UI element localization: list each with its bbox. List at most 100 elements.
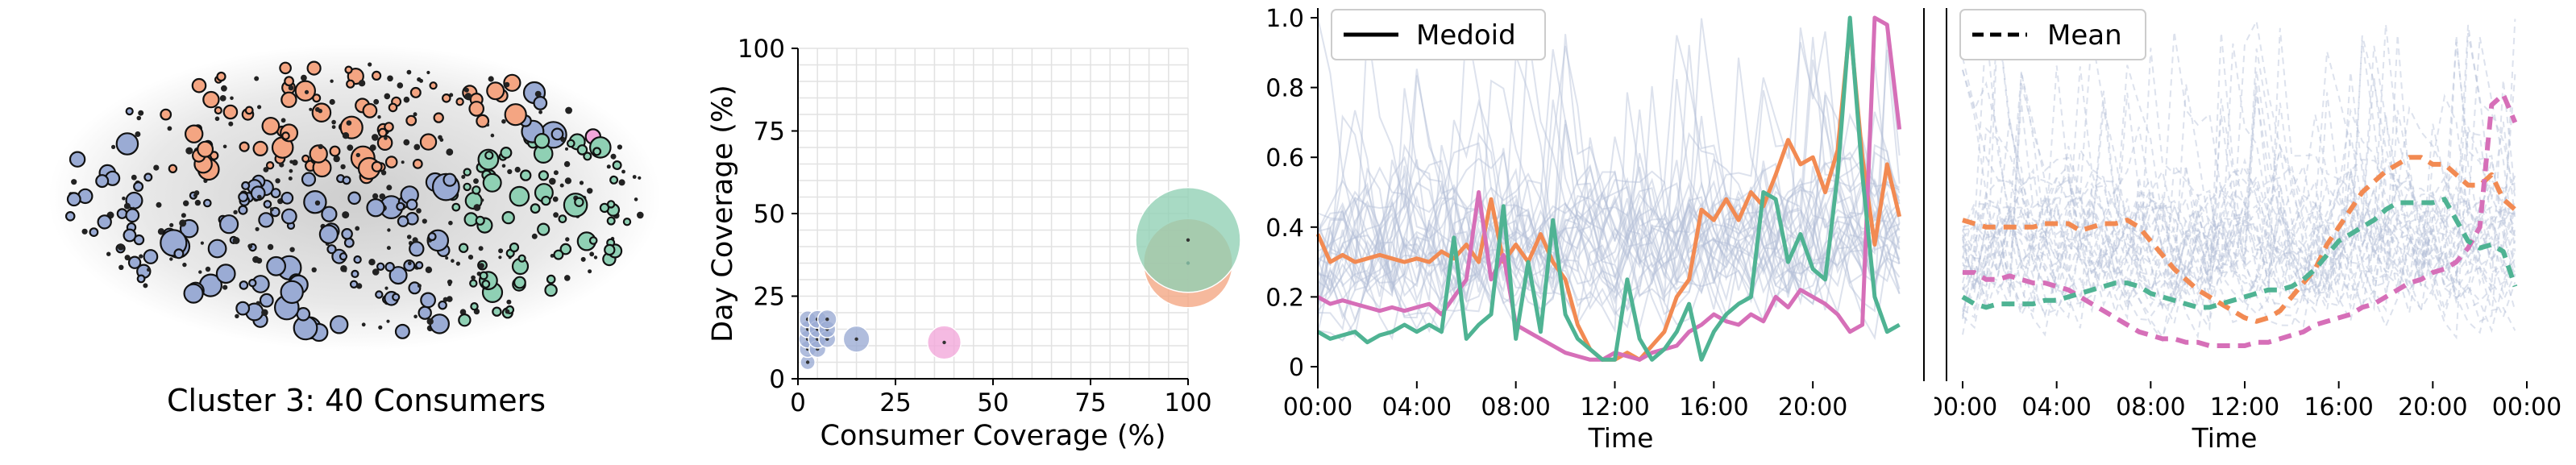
network-node [604,243,616,256]
member-trace [1962,35,2516,319]
network-node [331,125,336,130]
network-node [181,213,186,218]
network-node [71,179,77,185]
network-node [397,82,404,89]
network-node [612,160,622,171]
network-node [606,216,616,226]
network-node [551,127,564,141]
network-node [219,214,239,235]
network-node [464,93,472,100]
network-node [505,309,510,314]
y-tick-label: 0 [1289,354,1304,382]
network-node [342,176,351,185]
x-tick-label: 12:00 [1580,393,1649,421]
network-node [143,172,153,182]
network-node [517,254,526,263]
network-node [341,227,353,240]
network-node [574,197,584,207]
network-node [97,214,112,230]
network-node [124,255,131,261]
network-node [419,133,438,151]
network-node [397,215,409,227]
network-node [467,255,474,260]
network-node [447,282,452,286]
member-trace [1962,93,2516,343]
network-node [139,254,143,259]
network-node [486,123,490,127]
x-tick-label: 20:00 [1778,393,1847,421]
network-node [606,164,611,169]
network-node [256,257,263,264]
network-node [476,114,490,128]
network-node [448,220,453,226]
network-node [222,104,239,120]
network-node [406,69,412,75]
network-node [263,200,272,209]
x-tick-label: 04:00 [2021,393,2091,421]
network-node [417,284,422,289]
y-tick-label: 0.2 [1265,284,1304,312]
network-node [563,160,571,168]
network-node [69,151,86,168]
network-node [552,196,559,202]
network-node [252,140,268,156]
network-node [538,110,542,114]
network-node [183,283,204,304]
network-node [469,279,478,288]
x-tick-label: 20:00 [2398,393,2467,421]
network-node [288,176,293,181]
network-node [606,200,616,209]
network-node [565,237,570,242]
member-trace [1317,137,1901,312]
network-node [133,181,144,193]
network-node [415,261,424,270]
network-node [167,126,172,131]
member-trace [1962,65,2516,298]
network-node [384,286,388,290]
network-node [379,193,386,200]
network-node [116,208,128,219]
network-node [533,95,548,110]
network-node [403,259,416,272]
network-node [235,301,251,316]
medoid-chart: 00:00 04:00 08:00 12:00 16:00 20:00 0 0.2 0.4 0.6… [1265,5,1925,454]
network-node [484,151,494,160]
network-node [537,222,551,236]
member-trace [1962,35,2516,340]
network-node [380,170,387,176]
x-tick-label: 12:00 [2210,393,2279,421]
x-tick-label: 100 [1164,388,1211,417]
member-trace [1962,82,2516,309]
member-trace [1317,42,1901,307]
network-node [610,153,617,160]
network-node [318,143,323,150]
network-node [498,255,502,259]
network-node [214,116,220,122]
network-node [375,290,384,299]
network-node [64,210,76,222]
member-trace [1962,26,2516,313]
network-node [376,262,385,271]
network-node [520,169,532,181]
network-node [239,141,250,152]
network-node [588,136,612,159]
network-node [131,174,137,181]
network-node [439,138,444,143]
network-node [118,264,124,270]
network-node [634,197,638,201]
y-tick-label: 25 [754,283,785,312]
network-node [500,147,513,160]
network-node [329,145,341,157]
network-node [235,313,239,318]
network-node [351,269,359,278]
y-tick-label: 75 [754,118,785,147]
member-trace [1962,70,2516,300]
scatter-point-center [942,340,946,345]
network-node [386,185,393,191]
network-node [123,228,137,243]
network-node [426,70,430,75]
y-tick-label: 1.0 [1265,5,1304,33]
network-node [473,204,481,211]
network-node [314,200,321,206]
network-node [394,323,410,339]
